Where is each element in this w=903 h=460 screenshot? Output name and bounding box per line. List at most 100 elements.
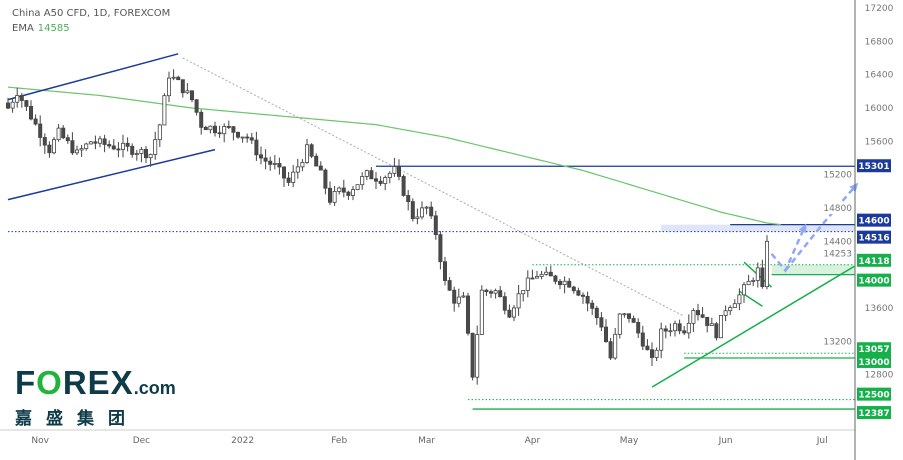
candle: [461, 291, 466, 298]
y-tick-label: 14800: [823, 204, 852, 214]
candle-body: [535, 276, 540, 279]
candle-body: [512, 307, 517, 318]
arrow-head-icon: [849, 182, 859, 193]
candle-body: [314, 155, 319, 167]
price-label-14118: 14118: [857, 253, 891, 267]
candle-body: [525, 277, 530, 291]
candle: [585, 291, 590, 312]
candle-body: [332, 191, 337, 203]
candle: [576, 287, 581, 297]
candle: [636, 318, 641, 339]
candle: [530, 269, 535, 280]
candle: [199, 109, 204, 135]
candle: [217, 125, 222, 138]
candle: [88, 140, 93, 145]
candle: [539, 270, 544, 280]
x-tick-label: Jul: [816, 436, 828, 446]
candle: [594, 306, 599, 325]
candle: [75, 145, 80, 155]
price-label-text: 13057: [858, 345, 889, 355]
candle: [663, 325, 668, 339]
candle-body: [277, 163, 282, 168]
price-label-bg: [857, 354, 891, 368]
candle: [277, 157, 282, 175]
candle: [470, 332, 475, 381]
candle: [401, 174, 406, 197]
candle: [599, 312, 604, 332]
candle: [723, 305, 728, 322]
candle-body: [19, 95, 24, 101]
candle: [56, 124, 61, 142]
candle: [231, 125, 236, 141]
candle: [640, 325, 645, 351]
candle-body: [185, 90, 190, 94]
x-tick-label: Nov: [31, 436, 49, 446]
candle: [318, 161, 323, 171]
candle: [737, 288, 742, 311]
candle-body: [61, 127, 66, 139]
candle-body: [15, 95, 20, 103]
y-tick-label: 13600: [865, 304, 894, 314]
candle-body: [323, 169, 328, 189]
candle-body: [673, 323, 678, 332]
candle-body: [737, 294, 742, 305]
logo-chinese: 嘉盛集团: [15, 409, 139, 429]
candle: [447, 277, 452, 292]
candle: [682, 326, 687, 336]
candle: [139, 146, 144, 163]
candle-body: [760, 267, 765, 288]
candle-body: [465, 295, 470, 334]
candle: [369, 167, 374, 180]
candle: [19, 92, 24, 108]
candle: [222, 123, 227, 143]
candle: [61, 125, 66, 140]
candle: [622, 313, 627, 318]
candle: [245, 133, 250, 143]
candle: [544, 266, 549, 276]
projection-arrow: [770, 228, 805, 273]
candle-body: [438, 234, 443, 263]
candle: [116, 141, 121, 158]
candle-body: [272, 163, 277, 165]
candle: [153, 131, 158, 160]
candle: [65, 134, 70, 144]
logo-text: REX: [62, 364, 134, 401]
candle-body: [590, 302, 595, 309]
candle-body: [176, 76, 181, 81]
candle: [659, 322, 664, 359]
candle: [323, 168, 328, 195]
candle-body: [263, 157, 268, 162]
candle-body: [281, 166, 286, 179]
candle: [438, 231, 443, 270]
candle: [746, 274, 751, 286]
candle-body: [447, 280, 452, 291]
candle: [373, 172, 378, 189]
candle-body: [199, 111, 204, 128]
candle: [516, 284, 521, 316]
candle-body: [98, 138, 103, 144]
price-label-14000: 14000: [857, 273, 891, 287]
candle: [125, 137, 130, 152]
support-band: [771, 264, 855, 275]
candle: [535, 270, 540, 279]
candle-body: [208, 125, 213, 131]
candle: [429, 201, 434, 219]
candle: [378, 176, 383, 187]
candle-body: [139, 148, 144, 154]
candle: [212, 121, 217, 137]
candle: [332, 185, 337, 206]
trendline-uptrend: [651, 265, 855, 388]
candle-body: [571, 286, 576, 292]
y-tick-label-bg: [821, 235, 853, 248]
candle-body: [558, 280, 563, 286]
candle: [355, 184, 360, 191]
price-label-text: 15301: [858, 162, 889, 172]
candle: [84, 142, 89, 151]
candle: [28, 100, 33, 121]
ema-label: EMA: [12, 23, 34, 34]
candle: [364, 169, 369, 181]
candle: [79, 144, 84, 157]
candle-body: [442, 261, 447, 281]
